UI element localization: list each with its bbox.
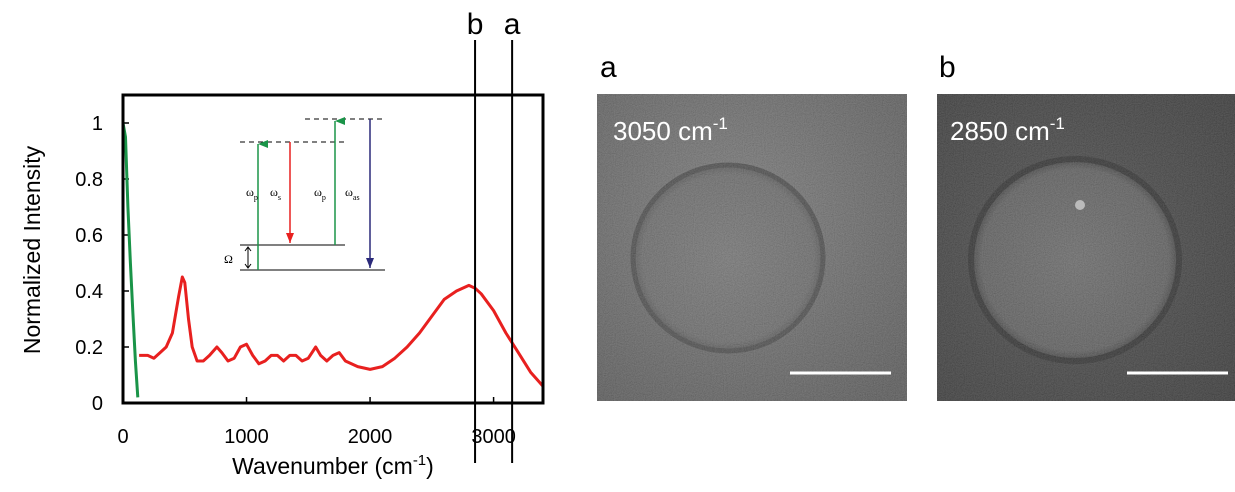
y-tick-label: 0.8 — [75, 169, 103, 191]
x-tick-label: 1000 — [224, 426, 269, 448]
marker-label: b — [467, 8, 484, 41]
spectrum-line — [139, 277, 543, 386]
symbol: ω — [314, 185, 322, 199]
x-tick-label: 2000 — [348, 426, 393, 448]
figure: ωp ωs ωp ωas Ω Wavenumber (cm-1) Normali… — [0, 0, 1235, 492]
y-tick-label: 0 — [92, 393, 103, 415]
y-tick-label: 0.4 — [75, 281, 103, 303]
image-panel-a: a 3050 cm-1 — [597, 51, 907, 401]
spectrum-line — [123, 123, 138, 397]
pump-label: ωp — [314, 185, 326, 202]
subscript: as — [353, 193, 360, 202]
stokes-label: ωs — [270, 185, 281, 202]
label-sup: -1 — [413, 452, 426, 469]
y-tick-label: 0.2 — [75, 337, 103, 359]
symbol: ω — [270, 185, 278, 199]
y-tick-label: 0.6 — [75, 225, 103, 247]
subscript: s — [278, 193, 281, 202]
x-tick-label: 0 — [117, 426, 128, 448]
panel-label: b — [939, 51, 956, 84]
label-text: 2850 cm — [950, 116, 1050, 146]
symbol: ω — [345, 185, 353, 199]
label-text: 3050 cm — [613, 116, 713, 146]
anti-stokes-label: ωas — [345, 185, 360, 202]
y-axis-label: Normalized Intensity — [19, 145, 45, 354]
x-tick-label: 3000 — [471, 426, 516, 448]
label-sup: -1 — [713, 114, 728, 133]
x-axis-label: Wavenumber (cm-1) — [232, 452, 434, 479]
bright-spot — [1075, 200, 1085, 210]
pump-label: ωp — [246, 185, 258, 202]
label-text: Wavenumber (cm — [232, 453, 413, 479]
shift-label: Ω — [224, 252, 233, 266]
y-tick-label: 1 — [92, 113, 103, 135]
energy-diagram: ωp ωs ωp ωas Ω — [224, 119, 385, 270]
wavenumber-label: 2850 cm-1 — [950, 114, 1065, 146]
subscript: p — [322, 193, 326, 202]
subscript: p — [254, 193, 258, 202]
wavenumber-label: 3050 cm-1 — [613, 114, 728, 146]
panel-label: a — [600, 51, 617, 84]
symbol: ω — [246, 185, 254, 199]
label-end: ) — [426, 453, 434, 479]
label-sup: -1 — [1050, 114, 1065, 133]
marker-label: a — [504, 8, 521, 41]
image-panel-b: b 2850 cm-1 — [937, 51, 1235, 401]
